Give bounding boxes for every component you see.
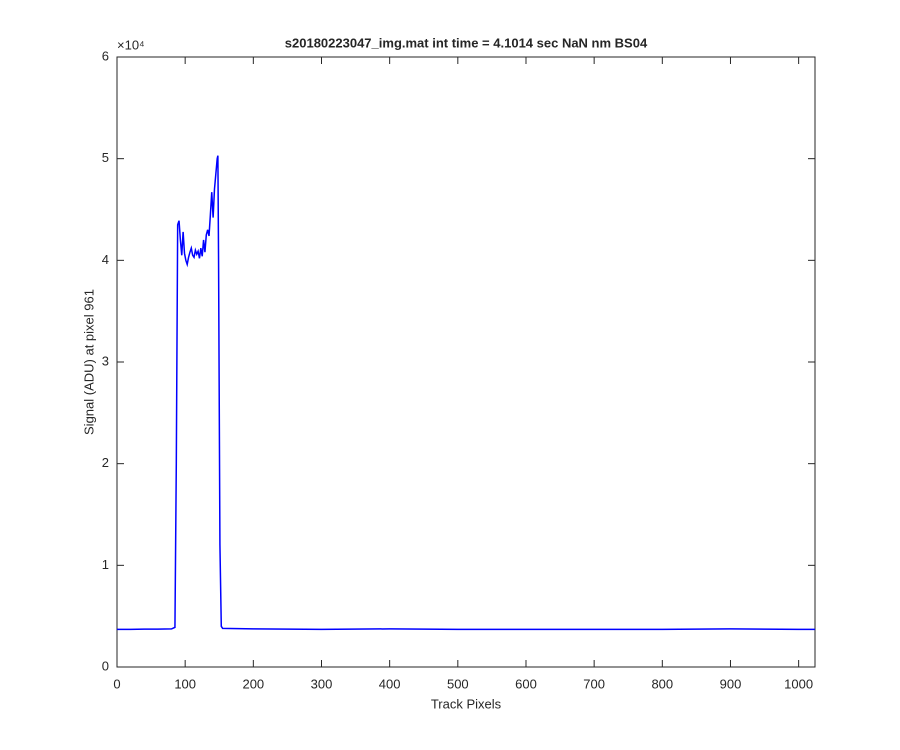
x-tick-label: 200 bbox=[242, 676, 264, 691]
x-axis-label: Track Pixels bbox=[431, 696, 502, 711]
y-tick-label: 1 bbox=[102, 557, 109, 572]
y-tick-label: 2 bbox=[102, 455, 109, 470]
x-tick-label: 100 bbox=[174, 676, 196, 691]
x-tick-label: 700 bbox=[583, 676, 605, 691]
y-axis-label: Signal (ADU) at pixel 961 bbox=[81, 289, 96, 435]
y-tick-label: 4 bbox=[102, 252, 109, 267]
x-tick-label: 300 bbox=[311, 676, 333, 691]
y-tick-label: 6 bbox=[102, 48, 109, 63]
data-line bbox=[117, 155, 815, 631]
y-tick-label: 0 bbox=[102, 658, 109, 673]
x-tick-label: 0 bbox=[113, 676, 120, 691]
x-tick-label: 600 bbox=[515, 676, 537, 691]
x-tick-label: 800 bbox=[651, 676, 673, 691]
x-tick-label: 400 bbox=[379, 676, 401, 691]
y-tick-label: 5 bbox=[102, 150, 109, 165]
x-tick-label: 900 bbox=[720, 676, 742, 691]
x-tick-label: 1000 bbox=[784, 676, 813, 691]
x-tick-label: 500 bbox=[447, 676, 469, 691]
y-multiplier: ×10⁴ bbox=[117, 37, 145, 52]
y-tick-label: 3 bbox=[102, 353, 109, 368]
chart-title: s20180223047_img.mat int time = 4.1014 s… bbox=[285, 35, 648, 50]
